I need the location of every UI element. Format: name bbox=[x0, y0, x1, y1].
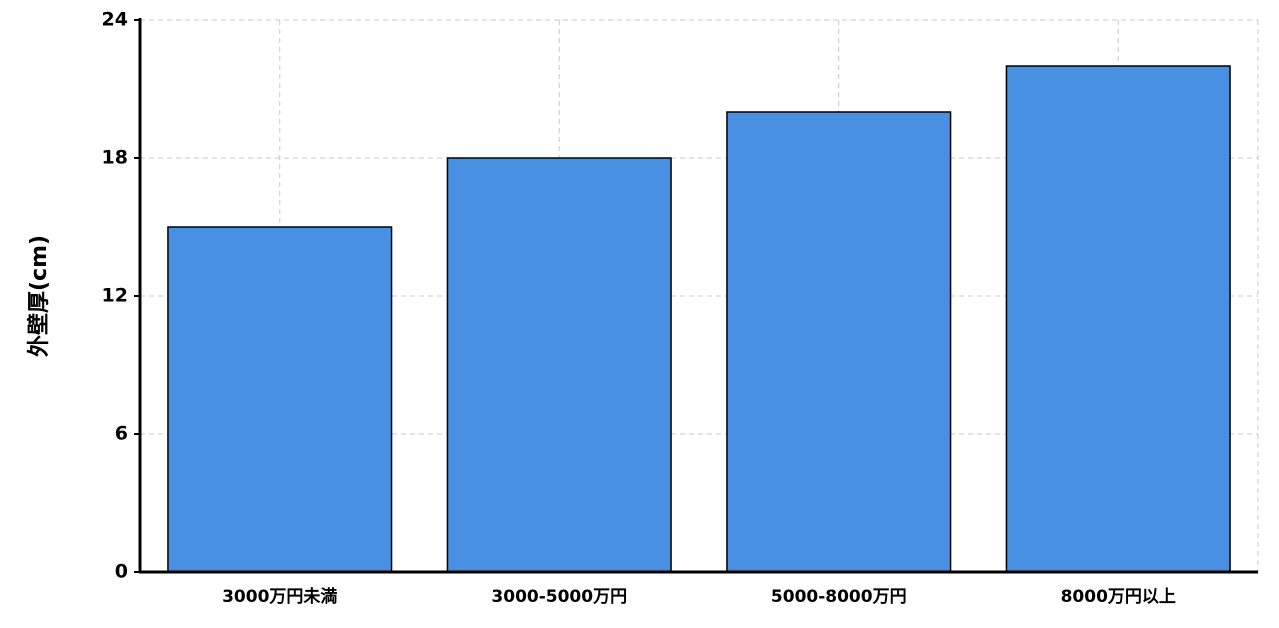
bar bbox=[726, 111, 952, 573]
bar bbox=[1005, 65, 1231, 573]
y-tick-label: 24 bbox=[102, 9, 128, 31]
x-tick-label: 5000-8000万円 bbox=[771, 587, 907, 607]
x-tick-label: 3000-5000万円 bbox=[491, 587, 627, 607]
bar bbox=[167, 226, 393, 573]
y-axis-title: 外壁厚(cm) bbox=[26, 235, 52, 357]
x-tick-label: 8000万円以上 bbox=[1061, 587, 1176, 607]
bar bbox=[446, 157, 672, 573]
x-tick-label: 3000万円未満 bbox=[222, 586, 337, 607]
y-tick-label: 6 bbox=[115, 423, 128, 445]
y-tick-label: 12 bbox=[102, 285, 128, 307]
y-tick-label: 18 bbox=[102, 147, 128, 169]
y-tick-label: 0 bbox=[115, 561, 128, 583]
